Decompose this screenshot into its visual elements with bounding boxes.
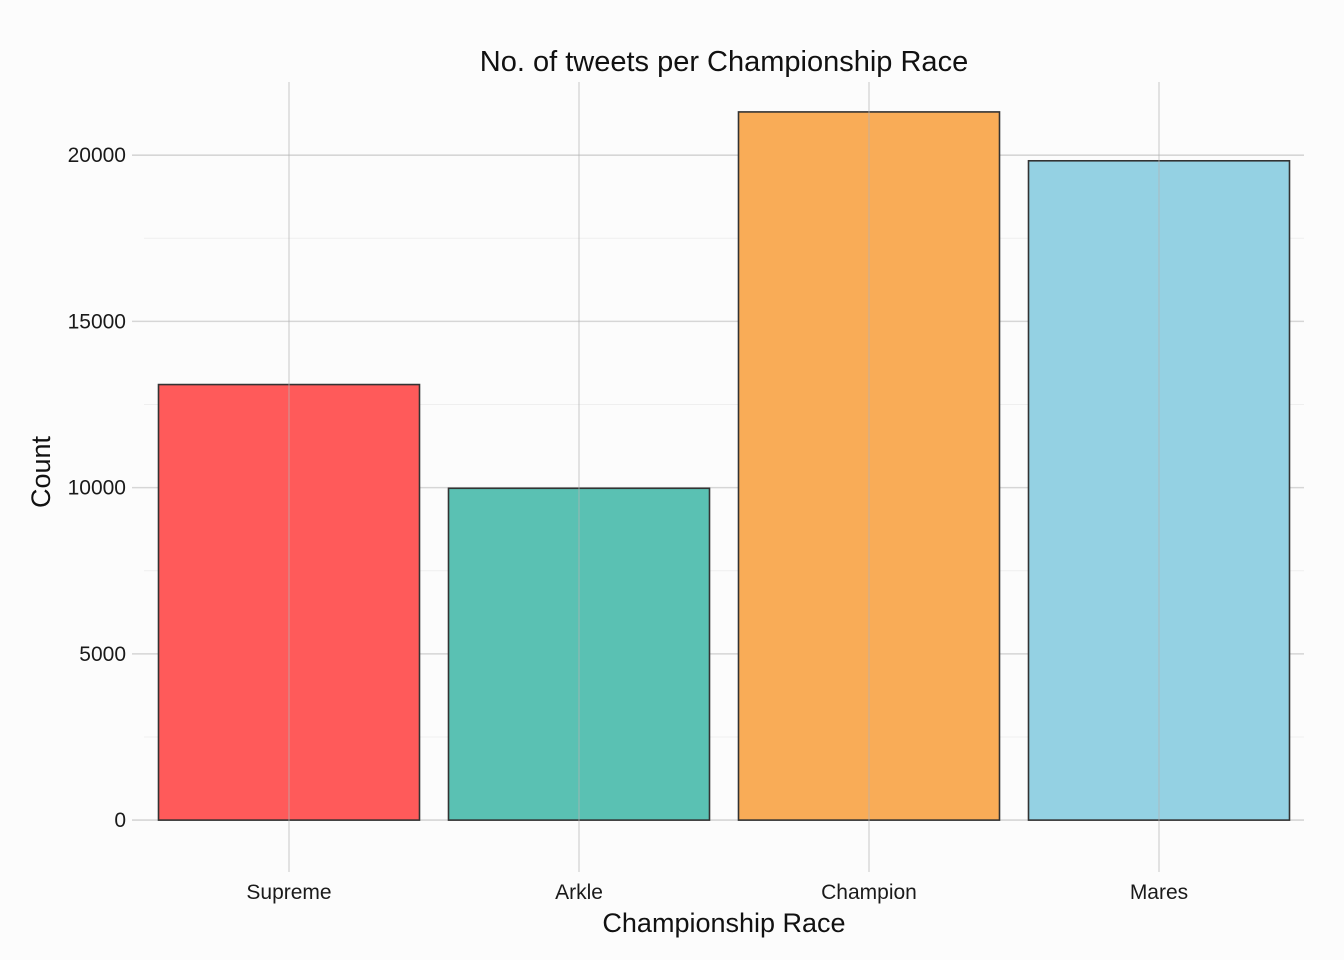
y-axis-ticks: 0 5000 10000 15000 20000 xyxy=(68,144,126,832)
y-tick-label: 0 xyxy=(114,809,126,832)
bar-mares xyxy=(1027,159,1291,821)
x-tick-label-champion: Champion xyxy=(821,881,917,904)
bar-arkle xyxy=(447,487,711,821)
x-axis-ticks: Supreme Arkle Champion Mares xyxy=(246,881,1188,904)
chart-title: No. of tweets per Championship Race xyxy=(480,46,968,78)
x-tick-label-supreme: Supreme xyxy=(246,881,331,904)
y-tick-label: 20000 xyxy=(68,144,126,167)
x-axis-title: Championship Race xyxy=(602,908,845,938)
bar-layer xyxy=(157,111,1291,821)
y-tick-label: 10000 xyxy=(68,477,126,500)
y-tick-label: 15000 xyxy=(68,310,126,333)
bar-champion xyxy=(737,111,1001,821)
x-tick-label-arkle: Arkle xyxy=(555,881,603,904)
y-axis-title: Count xyxy=(26,435,56,508)
y-tick-label: 5000 xyxy=(79,643,126,666)
bar-supreme xyxy=(157,383,421,821)
x-tick-label-mares: Mares xyxy=(1130,881,1188,904)
vertical-grid-layer xyxy=(288,82,1160,872)
